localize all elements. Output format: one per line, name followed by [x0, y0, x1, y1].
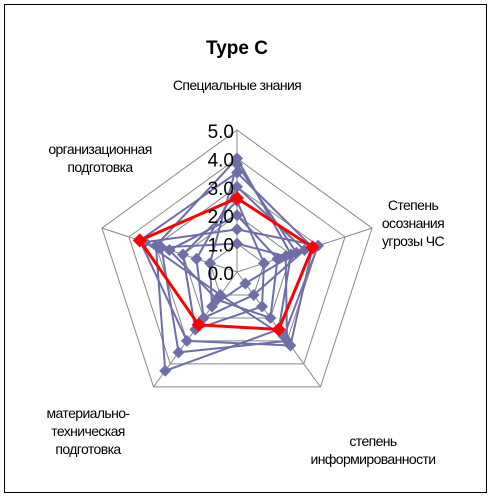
marker	[279, 250, 292, 263]
marker	[305, 240, 320, 255]
grid-ring	[155, 186, 319, 342]
y-tick-label: 2.0	[208, 207, 234, 228]
marker	[205, 300, 218, 313]
series-line	[195, 185, 307, 320]
marker	[132, 233, 147, 248]
y-tick-label: 0.0	[208, 264, 234, 285]
marker	[176, 248, 189, 261]
marker	[190, 252, 203, 265]
category-label: Степень осознания угрозы ЧС	[381, 197, 445, 249]
y-tick-label: 4.0	[208, 150, 234, 171]
marker	[271, 322, 286, 337]
marker	[264, 311, 277, 324]
marker	[231, 180, 243, 193]
marker	[256, 300, 269, 313]
grid-ring	[128, 157, 346, 365]
y-tick-label: 5.0	[208, 122, 234, 143]
marker	[203, 257, 216, 270]
series-line	[208, 161, 298, 309]
marker	[172, 346, 185, 359]
series-line	[137, 196, 315, 331]
category-label: материально- техническая подготовка	[46, 405, 131, 457]
marker	[290, 246, 303, 259]
frame	[4, 4, 487, 493]
grid-ring	[182, 214, 292, 319]
marker	[155, 241, 168, 254]
marker	[159, 364, 172, 377]
category-label: Специальные знания	[172, 77, 302, 93]
marker	[231, 158, 243, 171]
category-label: степень информированности	[310, 433, 436, 467]
series-line	[138, 171, 314, 347]
marker	[230, 191, 244, 206]
chart-title: Type C	[206, 38, 268, 59]
category-label: организационная подготовка	[48, 141, 152, 175]
marker	[231, 237, 243, 250]
grid-ring	[209, 242, 265, 296]
marker	[231, 223, 243, 236]
y-tick-label: 3.0	[208, 179, 234, 200]
marker	[258, 257, 271, 270]
marker	[247, 288, 260, 301]
y-tick-label: 1.0	[208, 236, 234, 257]
marker	[180, 334, 193, 347]
grid-ring	[101, 129, 373, 388]
marker	[239, 277, 252, 290]
series-line	[160, 242, 289, 354]
marker	[281, 334, 294, 347]
marker	[191, 317, 206, 332]
marker	[231, 209, 243, 222]
